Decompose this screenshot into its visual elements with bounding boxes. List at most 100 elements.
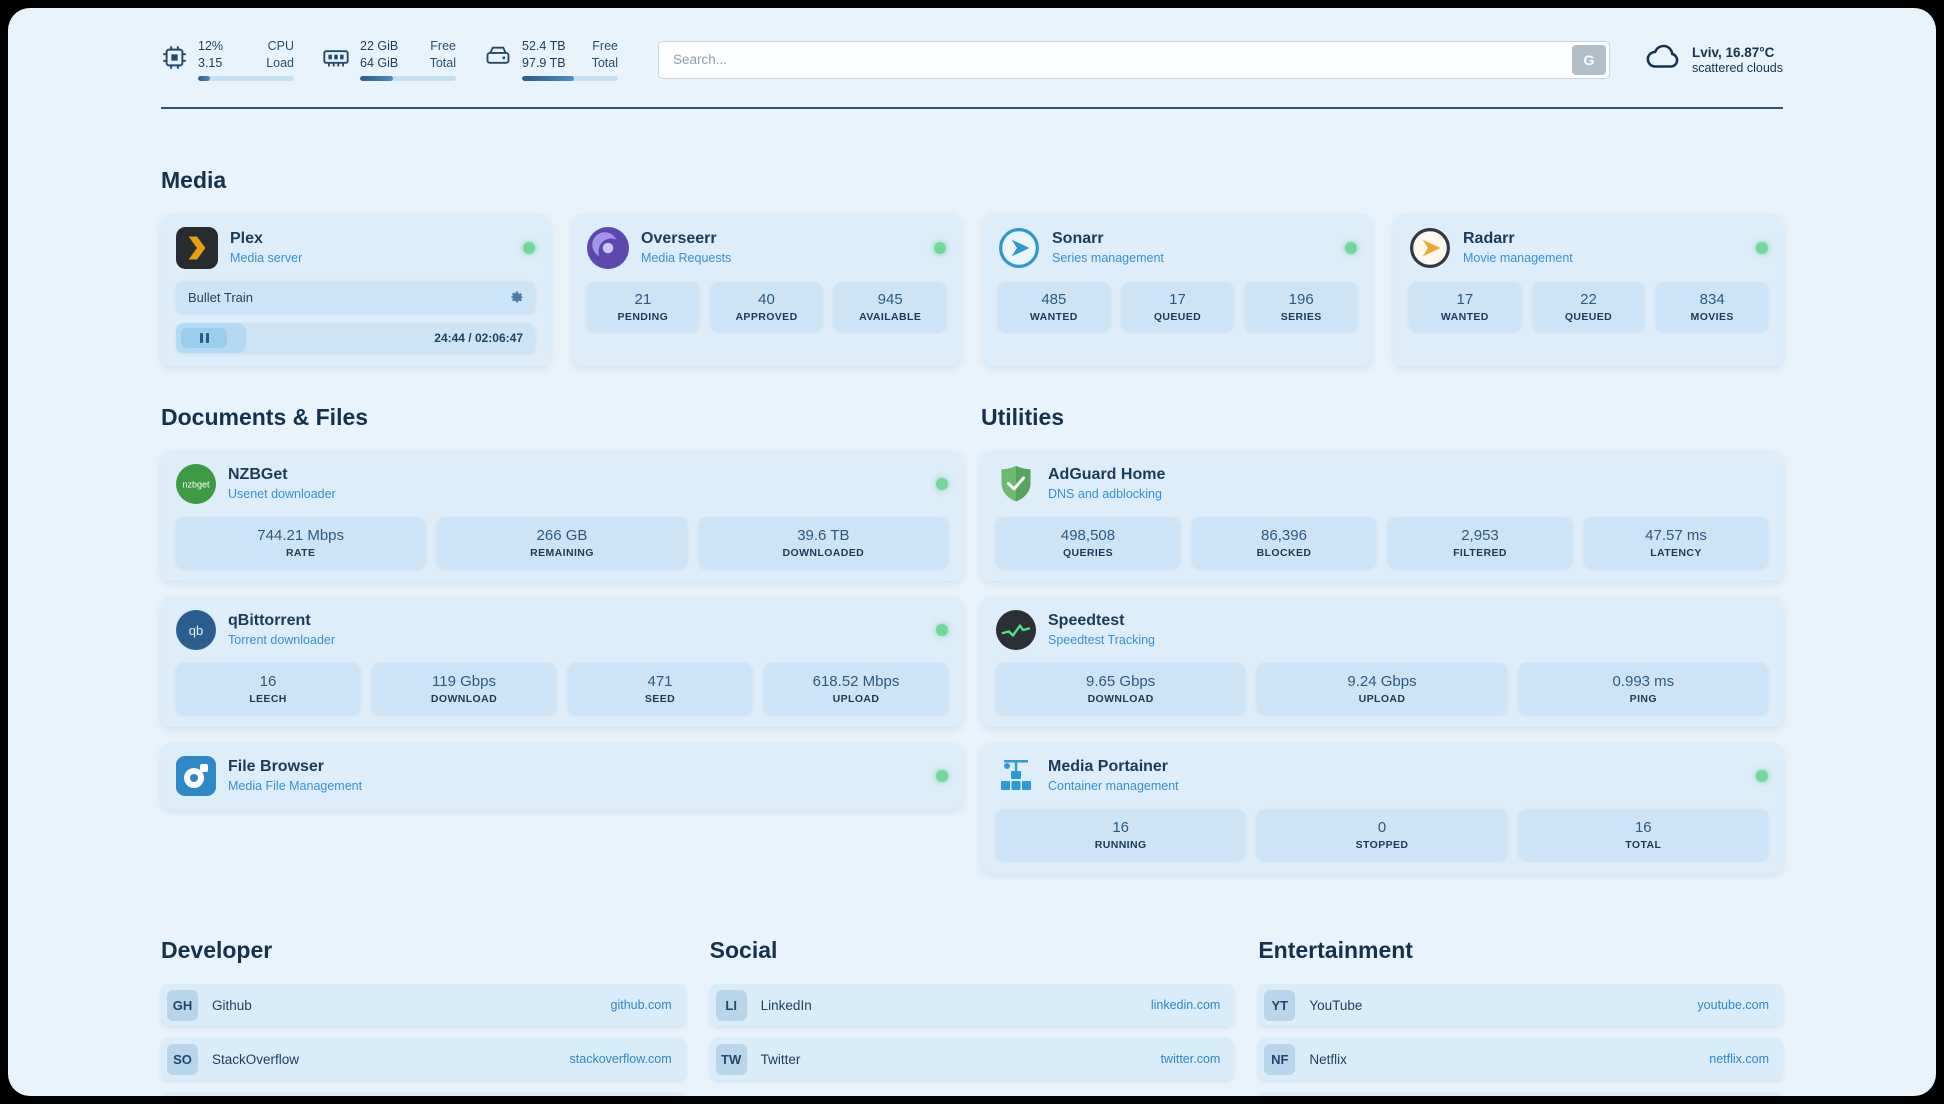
bookmark-url: stackoverflow.com [569, 1052, 672, 1066]
status-dot [934, 242, 946, 254]
bookmark-url: youtube.com [1697, 998, 1769, 1012]
stat-tile: 945 AVAILABLE [834, 282, 947, 331]
stat-tile: 47.57 ms LATENCY [1584, 517, 1768, 568]
playback-time: 24:44 / 02:06:47 [434, 331, 523, 345]
bookmark-abbr: LI [715, 989, 747, 1021]
stat-tile: 17 WANTED [1409, 282, 1521, 331]
bookmark-abbr: GH [167, 989, 198, 1021]
nzbget-icon: nzbget [176, 464, 216, 504]
stat-tile: 40 APPROVED [710, 282, 823, 331]
weather-widget: Lviv, 16.87°C scattered clouds [1644, 38, 1783, 81]
stat-tile: 17 QUEUED [1121, 282, 1234, 331]
status-dot [936, 624, 948, 636]
radarr-icon [1409, 227, 1451, 269]
pause-icon[interactable] [181, 328, 227, 348]
speedtest-icon [996, 610, 1036, 650]
app-name: Sonarr [1052, 230, 1104, 248]
bookmark-group-developer: Developer GH Github github.com SO StackO… [161, 937, 686, 1096]
weather-location: Lviv, 16.87°C [1691, 44, 1775, 60]
bookmark-url: linkedin.com [1150, 998, 1221, 1012]
system-monitors: 12% CPU 3.15 Load 22 GiB Free [161, 38, 618, 81]
app-subtitle: Movie management [1463, 251, 1573, 266]
bookmark-name: Netflix [1309, 1051, 1347, 1067]
ram-total-label: Total [429, 56, 456, 70]
weather-condition: scattered clouds [1691, 60, 1783, 75]
app-subtitle: Series management [1052, 251, 1164, 266]
bookmark-stackoverflow[interactable]: SO StackOverflow stackoverflow.com [161, 1038, 686, 1080]
app-name: NZBGet [228, 466, 288, 484]
bookmark-twitter[interactable]: TW Twitter twitter.com [709, 1038, 1235, 1080]
stat-tile: 9.65 Gbps DOWNLOAD [996, 663, 1246, 714]
now-playing-row: Bullet Train [176, 281, 535, 313]
dashboard-root: 12% CPU 3.15 Load 22 GiB Free [8, 8, 1936, 1096]
app-card-overseerr[interactable]: Overseerr Media Requests 21 PENDING 40 A… [572, 214, 961, 366]
app-card-speedtest[interactable]: Speedtest Speedtest Tracking 9.65 Gbps D… [981, 597, 1783, 727]
app-card-portainer[interactable]: Media Portainer Container management 16 … [981, 743, 1783, 873]
app-card-sonarr[interactable]: Sonarr Series management 485 WANTED 17 Q… [983, 214, 1372, 366]
disk-monitor: 52.4 TB Free 97.9 TB Total [484, 38, 618, 81]
ram-free-label: Free [430, 39, 456, 54]
bookmark-url: netflix.com [1709, 1052, 1769, 1066]
status-dot [1756, 242, 1768, 254]
stat-tile: 2,953 FILTERED [1388, 517, 1572, 568]
cpu-value: 12% [198, 39, 224, 54]
cpu-icon [161, 44, 188, 76]
app-name: Plex [230, 230, 263, 248]
ram-total-value: 64 GiB [360, 56, 399, 70]
disk-icon [484, 43, 512, 76]
cpu-progress-bar [198, 75, 294, 81]
playback-progress-bar[interactable]: 24:44 / 02:06:47 [176, 323, 535, 353]
stat-tile: 0.993 ms PING [1518, 663, 1768, 714]
stat-tile: 16 TOTAL [1518, 809, 1768, 860]
bookmark-name: YouTube [1309, 997, 1363, 1013]
section-title-social: Social [709, 937, 778, 963]
disk-free-label: Free [592, 39, 618, 54]
app-card-plex[interactable]: Plex Media server Bullet Train 24:44 / 0… [161, 214, 550, 366]
app-subtitle: Speedtest Tracking [1048, 633, 1156, 648]
cpu-load-label: Load [266, 56, 294, 70]
filebrowser-icon [176, 756, 216, 796]
bookmark-youtube[interactable]: YT YouTube youtube.com [1258, 984, 1783, 1026]
section-title-utilities: Utilities [981, 404, 1065, 430]
app-subtitle: Media server [230, 251, 303, 266]
stat-tile: 16 RUNNING [996, 809, 1246, 860]
section-title-entertainment: Entertainment [1258, 937, 1413, 963]
bookmark-github[interactable]: GH Github github.com [161, 984, 686, 1026]
bookmark-abbr: NF [1264, 1043, 1296, 1075]
ram-icon [322, 43, 350, 76]
app-card-filebrowser[interactable]: File Browser Media File Management [161, 743, 963, 809]
search-input[interactable] [658, 40, 1610, 79]
stat-tile: 498,508 QUERIES [996, 517, 1180, 568]
ram-free-value: 22 GiB [360, 39, 399, 54]
status-dot [936, 770, 948, 782]
bookmark-netflix[interactable]: NF Netflix netflix.com [1258, 1038, 1783, 1080]
cpu-monitor: 12% CPU 3.15 Load [161, 38, 294, 81]
app-name: Radarr [1463, 230, 1515, 248]
app-card-adguard[interactable]: AdGuard Home DNS and adblocking 498,508 … [981, 451, 1783, 581]
stat-tile: 0 STOPPED [1257, 809, 1507, 860]
qbittorrent-icon: qb [176, 610, 216, 650]
stat-tile: 16 LEECH [176, 663, 360, 714]
app-card-radarr[interactable]: Radarr Movie management 17 WANTED 22 QUE… [1394, 214, 1783, 366]
cpu-label: CPU [267, 39, 294, 54]
app-name: AdGuard Home [1048, 466, 1166, 484]
stat-tile: 86,396 BLOCKED [1192, 517, 1376, 568]
stat-tile: 485 WANTED [998, 282, 1110, 331]
section-title-documents: Documents & Files [161, 404, 369, 430]
gear-icon[interactable] [509, 289, 525, 305]
bookmark-reddit[interactable]: RE Reddit reddit.com [1258, 1092, 1783, 1096]
bookmark-group-entertainment: Entertainment YT YouTube youtube.com NF … [1258, 937, 1783, 1096]
bookmark-name: Twitter [760, 1051, 801, 1067]
stat-tile: 22 QUEUED [1532, 282, 1645, 331]
app-card-nzbget[interactable]: nzbget NZBGet Usenet downloader 744.21 M… [161, 451, 963, 581]
cpu-load-value: 3.15 [198, 56, 223, 70]
bookmark-linkedin[interactable]: LI LinkedIn linkedin.com [709, 984, 1235, 1026]
app-subtitle: Media File Management [228, 779, 363, 794]
ram-progress-bar [360, 75, 456, 81]
stat-tile: 618.52 Mbps UPLOAD [764, 663, 948, 714]
app-card-qbittorrent[interactable]: qb qBittorrent Torrent downloader 16 LEE… [161, 597, 963, 727]
bookmark-dev[interactable]: DT DEV dev.to [161, 1092, 686, 1096]
stat-tile: 119 Gbps DOWNLOAD [372, 663, 556, 714]
search-engine-button[interactable]: G [1571, 44, 1606, 75]
app-subtitle: Container management [1048, 779, 1179, 794]
